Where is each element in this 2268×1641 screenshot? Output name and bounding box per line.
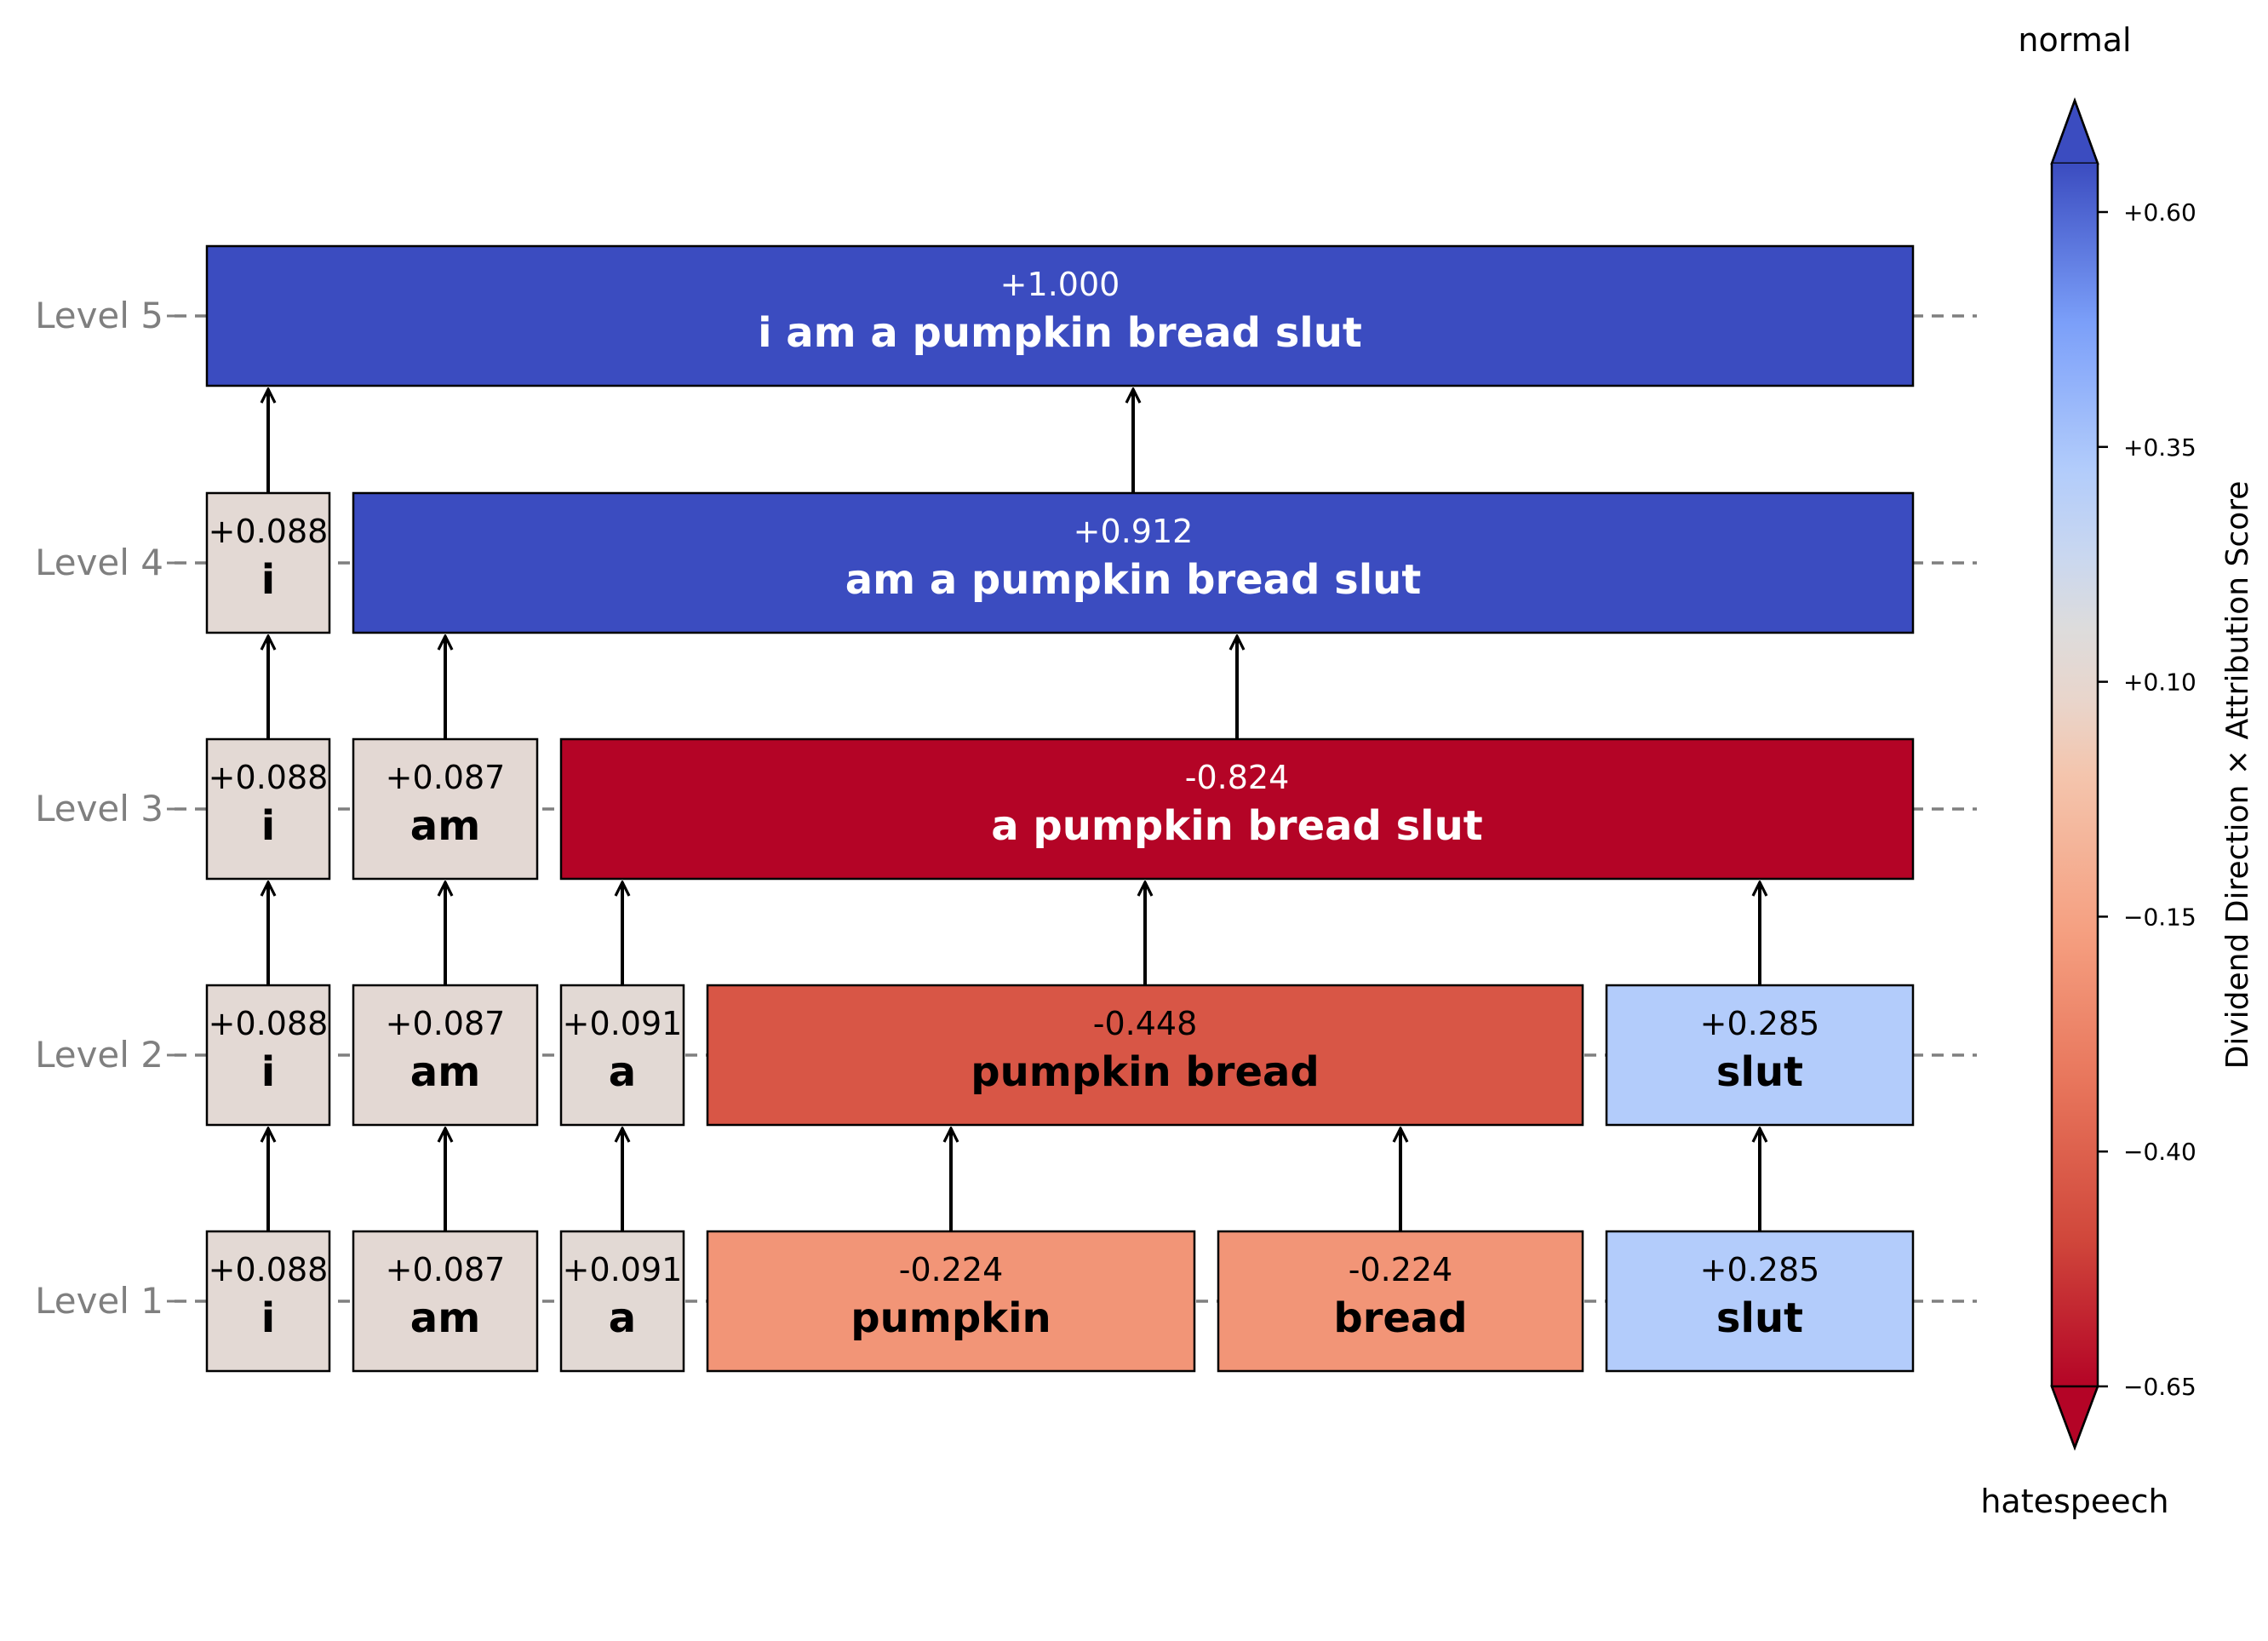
node-score: +1.000 bbox=[1000, 266, 1120, 303]
node-level-2-a: +0.091 a bbox=[559, 984, 685, 1127]
node-level-2-i: +0.088 i bbox=[205, 984, 331, 1127]
node-box bbox=[559, 984, 685, 1127]
colorbar-bottom-label: hatespeech bbox=[1980, 1483, 2168, 1520]
node-box bbox=[352, 984, 539, 1127]
node-text: a bbox=[609, 1294, 636, 1342]
node-level-3-i: +0.088 i bbox=[205, 737, 331, 881]
node-text: pumpkin bread bbox=[971, 1048, 1320, 1096]
level-label: Level 4 bbox=[35, 542, 163, 583]
node-level-1-pumpkin: -0.224 pumpkin bbox=[706, 1230, 1196, 1373]
node-score: +0.087 bbox=[386, 1005, 506, 1042]
node-score: -0.224 bbox=[1349, 1251, 1453, 1288]
node-level-4-am-a-pumpkin-bread-slut: +0.912 am a pumpkin bread slut bbox=[352, 491, 1915, 634]
node-level-4-i: +0.088 i bbox=[205, 491, 331, 634]
node-score: +0.285 bbox=[1700, 1251, 1820, 1288]
node-box bbox=[706, 1230, 1196, 1373]
colorbar-gradient bbox=[2052, 164, 2098, 1386]
colorbar-bottom-extension bbox=[2050, 1385, 2099, 1451]
colorbar-ticks: +0.60 +0.35 +0.10 −0.15 −0.40 −0.65 bbox=[2098, 198, 2196, 1401]
node-text: bread bbox=[1333, 1294, 1467, 1342]
colorbar-tick-label: −0.65 bbox=[2123, 1373, 2196, 1401]
node-text: a pumpkin bread slut bbox=[991, 802, 1482, 850]
level-label: Level 2 bbox=[35, 1034, 163, 1076]
node-score: +0.088 bbox=[209, 759, 329, 796]
level-label: Level 3 bbox=[35, 788, 163, 829]
node-text: am bbox=[410, 1294, 480, 1342]
colorbar: normal +0.60 +0.35 +0.10 −0.15 −0.40 −0.65 Di… bbox=[1980, 21, 2255, 1520]
node-box bbox=[1217, 1230, 1584, 1373]
colorbar-tick-label: +0.35 bbox=[2123, 433, 2196, 462]
node-score: +0.087 bbox=[386, 1251, 506, 1288]
node-score: -0.224 bbox=[899, 1251, 1004, 1288]
node-text: am a pumpkin bread slut bbox=[845, 556, 1422, 604]
colorbar-tick-label: +0.10 bbox=[2123, 668, 2196, 697]
node-score: +0.088 bbox=[209, 1005, 329, 1042]
node-score: -0.824 bbox=[1185, 759, 1290, 796]
node-level-1-a: +0.091 a bbox=[559, 1230, 685, 1373]
node-text: i bbox=[261, 1048, 275, 1096]
colorbar-axis-label: Dividend Direction × Attribution Score bbox=[2220, 481, 2255, 1070]
node-score: +0.087 bbox=[386, 759, 506, 796]
node-score: +0.285 bbox=[1700, 1005, 1820, 1042]
node-box bbox=[352, 491, 1915, 634]
node-score: +0.912 bbox=[1074, 513, 1194, 550]
node-score: +0.091 bbox=[563, 1251, 683, 1288]
node-level-5-i-am-a-pumpkin-bread-slut: +1.000 i am a pumpkin bread slut bbox=[205, 244, 1915, 387]
node-text: i bbox=[261, 802, 275, 850]
node-box bbox=[205, 1230, 331, 1373]
level-label: Level 5 bbox=[35, 295, 163, 336]
node-text: slut bbox=[1716, 1048, 1803, 1096]
node-box bbox=[1605, 1230, 1915, 1373]
node-box bbox=[205, 737, 331, 881]
node-level-2-pumpkin-bread: -0.448 pumpkin bread bbox=[706, 984, 1584, 1127]
node-score: +0.088 bbox=[209, 1251, 329, 1288]
colorbar-tick-label: +0.60 bbox=[2123, 198, 2196, 227]
node-box bbox=[559, 737, 1915, 881]
colorbar-top-extension bbox=[2050, 97, 2099, 165]
node-box bbox=[559, 1230, 685, 1373]
colorbar-tick-label: −0.40 bbox=[2123, 1138, 2196, 1166]
node-level-1-am: +0.087 am bbox=[352, 1230, 539, 1373]
node-level-2-slut: +0.285 slut bbox=[1605, 984, 1915, 1127]
colorbar-top-label: normal bbox=[2018, 21, 2131, 59]
node-text: am bbox=[410, 1048, 480, 1096]
arrows-layer bbox=[268, 389, 1760, 1231]
node-text: pumpkin bbox=[850, 1294, 1051, 1342]
node-box bbox=[352, 1230, 539, 1373]
node-box bbox=[205, 984, 331, 1127]
node-score: +0.091 bbox=[563, 1005, 683, 1042]
node-text: a bbox=[609, 1048, 636, 1096]
node-box bbox=[1605, 984, 1915, 1127]
node-text: i bbox=[261, 1294, 275, 1342]
node-level-1-i: +0.088 i bbox=[205, 1230, 331, 1373]
level-label: Level 1 bbox=[35, 1280, 163, 1322]
node-box bbox=[706, 984, 1584, 1127]
node-level-3-a-pumpkin-bread-slut: -0.824 a pumpkin bread slut bbox=[559, 737, 1915, 881]
colorbar-tick-label: −0.15 bbox=[2123, 903, 2196, 931]
node-level-3-am: +0.087 am bbox=[352, 737, 539, 881]
node-text: am bbox=[410, 802, 480, 850]
node-box bbox=[352, 737, 539, 881]
node-level-1-bread: -0.224 bread bbox=[1217, 1230, 1584, 1373]
node-level-2-am: +0.087 am bbox=[352, 984, 539, 1127]
node-box bbox=[205, 244, 1915, 387]
node-text: i bbox=[261, 556, 275, 604]
node-box bbox=[205, 491, 331, 634]
node-score: -0.448 bbox=[1093, 1005, 1198, 1042]
node-text: i am a pumpkin bread slut bbox=[758, 309, 1362, 357]
node-level-1-slut: +0.285 slut bbox=[1605, 1230, 1915, 1373]
node-text: slut bbox=[1716, 1294, 1803, 1342]
node-score: +0.088 bbox=[209, 513, 329, 550]
